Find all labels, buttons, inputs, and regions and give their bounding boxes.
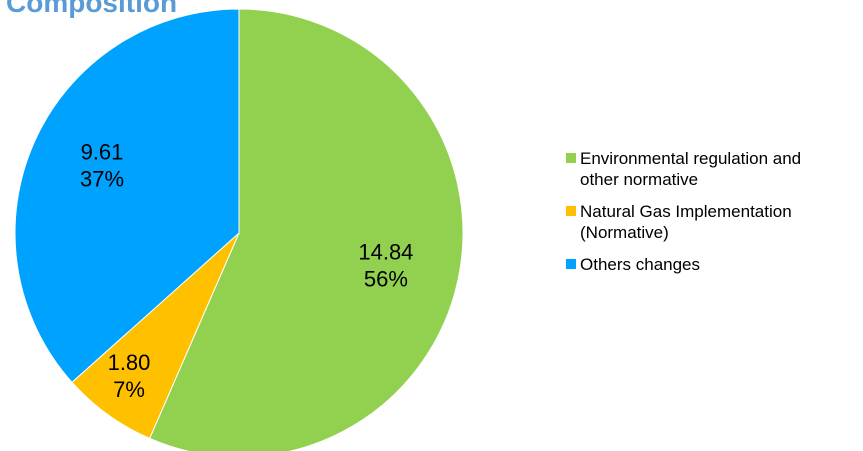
pie-slice-environmental-regulation — [148, 8, 464, 451]
legend-swatch-natural-gas — [566, 206, 576, 216]
legend-item-others-changes: Others changes — [566, 254, 856, 275]
data-label-percent-environmental-regulation: 56% — [364, 267, 408, 292]
data-label-value-natural-gas: 1.80 — [108, 350, 151, 375]
legend-item-environmental-regulation: Environmental regulation and other norma… — [566, 148, 856, 190]
legend-label-others-changes: Others changes — [580, 255, 701, 274]
legend-swatch-others-changes — [566, 259, 576, 269]
data-label-value-environmental-regulation: 14.84 — [358, 240, 413, 265]
legend-item-natural-gas: Natural Gas Implementation (Normative) — [566, 201, 856, 243]
pie-slice-others-changes — [14, 8, 240, 383]
legend-label-natural-gas: Natural Gas Implementation (Normative) — [580, 202, 792, 242]
pie-slices — [14, 8, 464, 451]
legend: Environmental regulation and other norma… — [566, 148, 856, 286]
legend-label-environmental-regulation: Environmental regulation and other norma… — [580, 149, 802, 189]
data-label-percent-others-changes: 37% — [80, 167, 124, 192]
legend-swatch-environmental-regulation — [566, 153, 576, 163]
data-label-value-others-changes: 9.61 — [81, 140, 124, 165]
chart-title: Composition — [6, 0, 178, 18]
data-label-percent-natural-gas: 7% — [113, 377, 145, 402]
